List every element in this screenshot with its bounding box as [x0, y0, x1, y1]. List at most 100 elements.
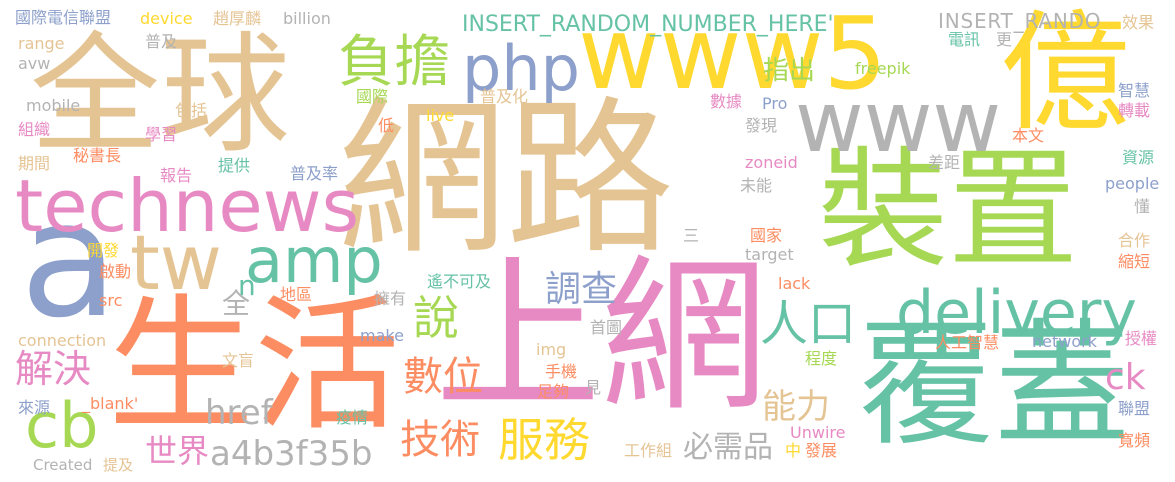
word: 期間	[18, 154, 51, 173]
word: www5	[578, 0, 887, 112]
word: 指出	[763, 56, 816, 86]
word: 上網	[435, 241, 767, 434]
word: network	[1032, 332, 1097, 351]
word: 開發	[87, 241, 120, 260]
word: 億	[1000, 0, 1131, 149]
word: 寬頻	[1118, 431, 1151, 450]
word: 覆蓋	[858, 307, 1130, 465]
word: 人口	[760, 296, 857, 352]
word: 遙不可及	[427, 272, 492, 291]
word: device	[140, 9, 193, 28]
word: avw	[18, 54, 51, 73]
word: 全	[222, 287, 251, 320]
word: 中	[785, 441, 802, 460]
word: INSERT_RANDOM_NUMBER_HERE'	[462, 12, 834, 37]
word: 更	[996, 30, 1013, 49]
word: 聯盟	[1118, 399, 1151, 418]
word: range	[18, 34, 65, 53]
word: 國際	[356, 87, 389, 106]
word: 服務	[498, 413, 590, 467]
word: 普及化	[480, 87, 529, 106]
word: 發現	[745, 116, 778, 135]
word: amp	[245, 224, 383, 297]
word: 發展	[805, 441, 838, 460]
word: 負擔	[338, 30, 450, 95]
word: 未能	[740, 176, 773, 195]
word: 調查	[545, 269, 618, 310]
word: www	[795, 73, 1002, 171]
word: 疫情	[336, 408, 369, 427]
word: 國家	[750, 226, 783, 245]
word: INSERT_RANDO	[938, 9, 1102, 33]
word: make	[360, 326, 404, 345]
word: 學習	[145, 125, 178, 144]
word: 普及率	[290, 164, 339, 183]
word: 智慧	[1118, 81, 1151, 100]
word: 差距	[928, 153, 961, 172]
word: 程度	[805, 349, 838, 368]
word: 擁有	[374, 289, 407, 308]
word: 效果	[1122, 13, 1155, 32]
word: a	[20, 166, 119, 353]
word: 手機	[545, 362, 578, 381]
word: 必需品	[683, 430, 773, 465]
word: freepik	[855, 59, 911, 78]
word: cb	[25, 389, 99, 462]
word: 合作	[1118, 231, 1151, 250]
word: target	[745, 245, 794, 264]
word: 報告	[160, 166, 193, 185]
word: 文盲	[222, 351, 255, 370]
word: 資源	[1122, 148, 1155, 167]
word: 說	[413, 291, 459, 345]
word: people	[1105, 174, 1160, 193]
word: 縮短	[1118, 252, 1151, 271]
word: 生活	[108, 281, 400, 451]
word: tw	[130, 218, 222, 307]
word: 三	[683, 226, 700, 245]
word: n	[238, 269, 256, 302]
word: 提供	[218, 156, 251, 175]
word: 地區	[280, 285, 313, 304]
word: 首圖	[590, 318, 623, 337]
word: href	[205, 393, 273, 433]
word: 工作組	[624, 441, 673, 460]
word: 懂	[1134, 197, 1151, 216]
word: live	[426, 106, 455, 125]
word: 趙厚麟	[213, 9, 262, 28]
word: php	[462, 32, 581, 105]
word: 普及	[145, 32, 178, 51]
word: zoneid	[745, 153, 798, 172]
word: delivery	[896, 278, 1137, 348]
word: 電訊	[948, 30, 981, 49]
word: lack	[778, 274, 811, 293]
word: 世界	[145, 432, 210, 470]
word: mobile	[26, 96, 81, 115]
word: img	[536, 340, 567, 359]
word: Pro	[762, 94, 788, 113]
word: 啟動	[99, 262, 132, 281]
word: 國際電信聯盟	[15, 8, 112, 27]
word: a4b3f35b	[210, 434, 373, 474]
word: 全球	[30, 19, 291, 171]
word: 網路	[338, 81, 674, 277]
word: 來源	[18, 398, 51, 417]
word: 本文	[1012, 126, 1045, 145]
word: src	[99, 291, 123, 310]
word: 低	[378, 116, 395, 135]
word: 技術	[400, 417, 480, 463]
word: billion	[283, 9, 331, 28]
word: 人工智慧	[935, 333, 1000, 352]
word: technews	[15, 164, 360, 248]
word: 數位	[403, 354, 483, 400]
word: 秘書長	[73, 146, 122, 165]
word: 包括	[175, 101, 208, 120]
word: ck	[1105, 357, 1146, 398]
word: _blank'	[82, 394, 139, 413]
word: 組織	[18, 120, 51, 139]
word: 轉載	[1118, 101, 1151, 120]
word: 足夠	[537, 382, 570, 401]
word: 解決	[15, 347, 92, 391]
word: 能力	[762, 387, 830, 427]
word: Created	[33, 456, 93, 474]
